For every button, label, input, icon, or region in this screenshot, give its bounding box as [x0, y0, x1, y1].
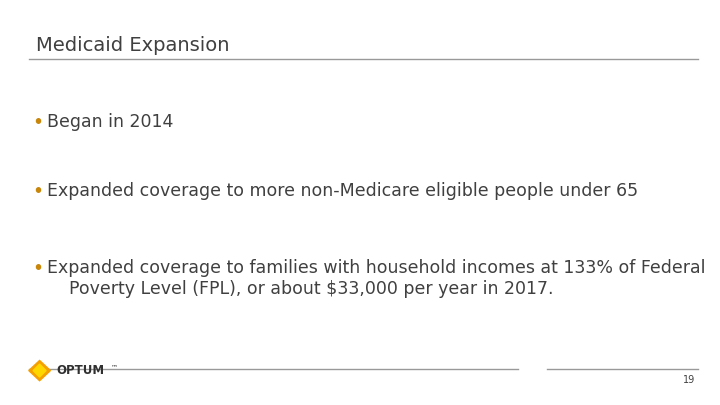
Text: •: •	[32, 182, 43, 201]
Text: •: •	[32, 259, 43, 278]
Text: 19: 19	[683, 375, 695, 385]
Text: Expanded coverage to families with household incomes at 133% of Federal
    Pove: Expanded coverage to families with house…	[47, 259, 706, 298]
Text: ™: ™	[111, 364, 118, 370]
Text: OPTUM: OPTUM	[56, 364, 104, 377]
Text: Began in 2014: Began in 2014	[47, 113, 174, 131]
Text: Medicaid Expansion: Medicaid Expansion	[36, 36, 230, 55]
Text: •: •	[32, 113, 43, 132]
Polygon shape	[29, 360, 50, 381]
Polygon shape	[33, 364, 46, 377]
Text: Expanded coverage to more non-Medicare eligible people under 65: Expanded coverage to more non-Medicare e…	[47, 182, 638, 200]
